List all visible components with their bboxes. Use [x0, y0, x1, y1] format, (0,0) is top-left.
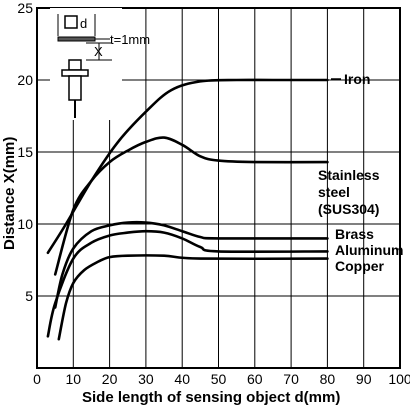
tick-labels: 0 10 20 30 40 50 60 70 80 90 100 5 10 15 20 25: [17, 0, 410, 387]
inset-d-label: d: [80, 16, 87, 31]
series-labels: Iron Stainless steel (SUS304) Brass Alum…: [318, 71, 403, 274]
label-aluminum: Aluminum: [335, 242, 403, 258]
x-tick-label: 70: [283, 371, 299, 387]
series-line-iron: [46, 78, 329, 255]
inset-x-label: X: [94, 44, 103, 59]
label-iron: Iron: [344, 71, 370, 87]
sensor-head: [68, 59, 82, 71]
inset-background: [50, 8, 122, 120]
x-axis-label: Side length of sensing object d(mm): [82, 389, 340, 406]
x-tick-label: 90: [356, 371, 372, 387]
x-tick-label: 40: [174, 371, 190, 387]
target-plate: [57, 36, 96, 42]
y-axis-label: Distance X(mm): [1, 137, 18, 250]
sensor-inset-diagram: d t=1mm X: [50, 8, 150, 120]
label-stainless-2: steel: [318, 184, 350, 200]
series-line-copper: [57, 254, 329, 341]
label-stainless-1: Stainless: [318, 167, 380, 183]
x-tick-label: 50: [211, 371, 227, 387]
y-tick-label: 5: [25, 288, 33, 304]
x-tick-label: 80: [320, 371, 336, 387]
x-tick-label: 20: [102, 371, 118, 387]
y-tick-label: 15: [17, 144, 33, 160]
y-tick-label: 10: [17, 216, 33, 232]
x-tick-label: 100: [388, 371, 410, 387]
y-tick-label: 20: [17, 72, 33, 88]
series-line-aluminum: [46, 229, 329, 338]
inset-t-label: t=1mm: [110, 32, 150, 47]
x-tick-label: 60: [247, 371, 263, 387]
y-tick-label: 25: [17, 0, 33, 16]
target-square: [64, 15, 78, 29]
label-copper: Copper: [335, 258, 385, 274]
x-tick-label: 10: [66, 371, 82, 387]
x-tick-label: 0: [33, 371, 41, 387]
data-curves: [46, 78, 329, 341]
series-line-stainless-steel-sus304: [53, 136, 329, 276]
sensor-body: [68, 75, 82, 101]
label-stainless-3: (SUS304): [318, 201, 379, 217]
series-line-brass: [53, 220, 329, 309]
label-brass: Brass: [335, 226, 374, 242]
sensor-nut: [61, 69, 89, 77]
x-tick-label: 30: [138, 371, 154, 387]
